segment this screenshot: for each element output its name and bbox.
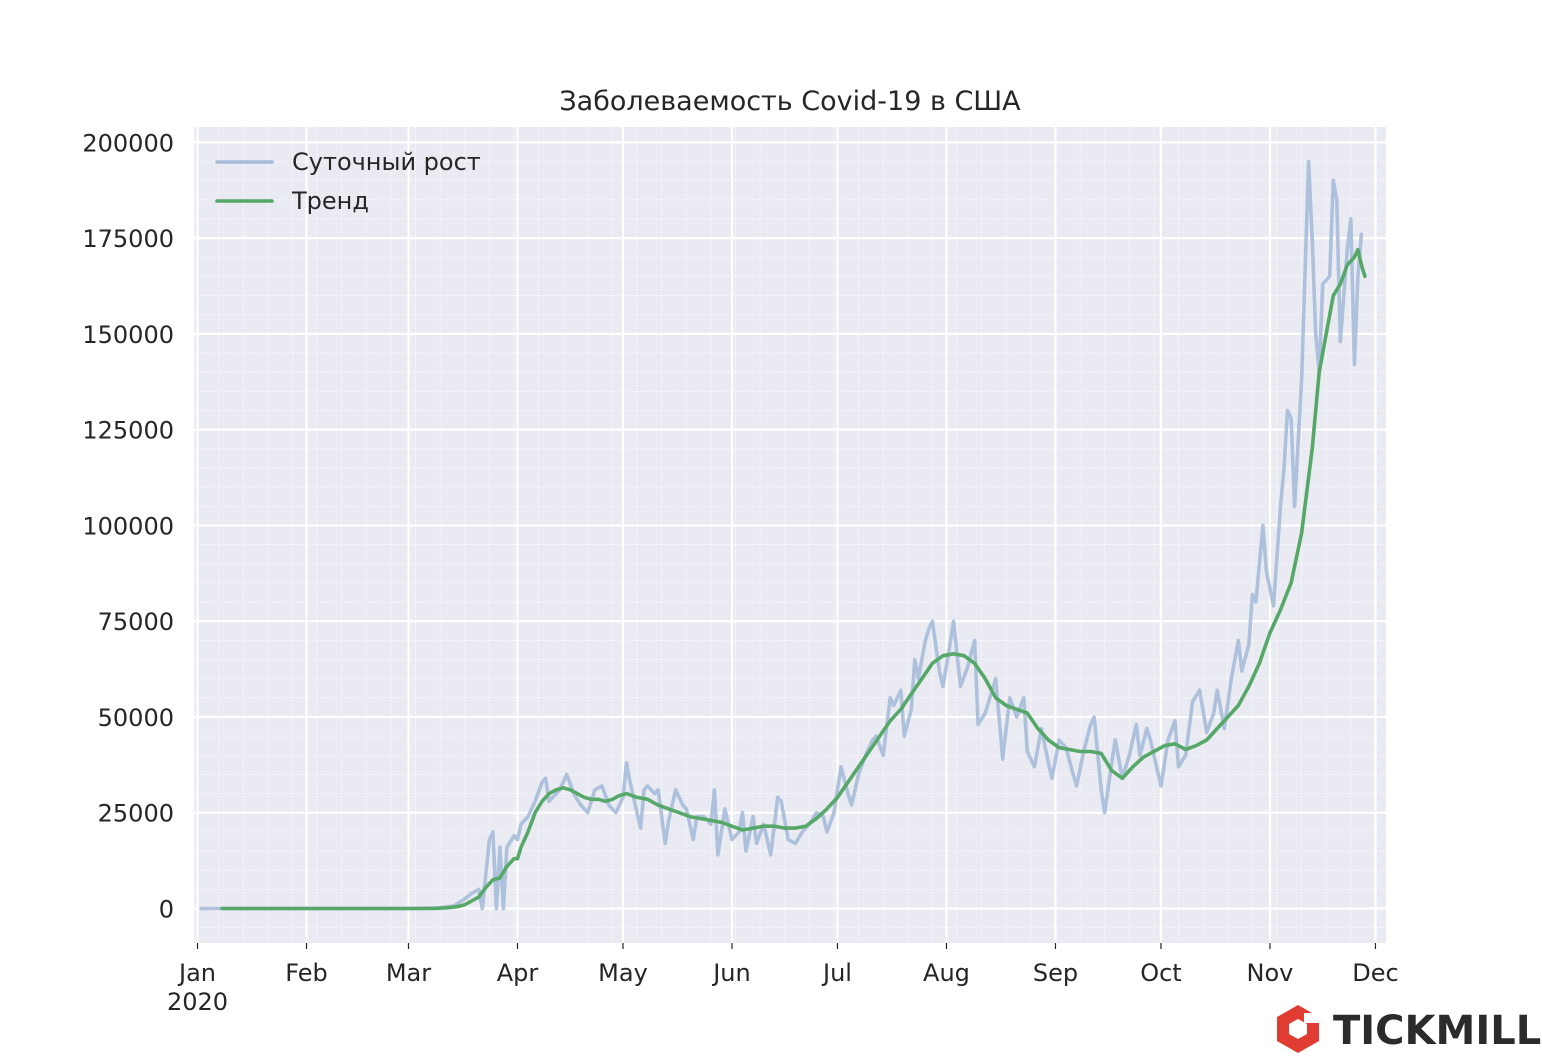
tickmill-logo: TICKMILL bbox=[1277, 1005, 1541, 1054]
x-tick-label: Sep bbox=[1033, 959, 1078, 987]
y-tick-label: 100000 bbox=[82, 512, 174, 540]
y-tick-label: 25000 bbox=[98, 800, 174, 828]
legend-label: Тренд bbox=[291, 187, 369, 215]
x-tick-sublabel: 2020 bbox=[167, 988, 228, 1016]
x-tick-label: Nov bbox=[1247, 959, 1294, 987]
logo-notch bbox=[1304, 1013, 1321, 1023]
tickmill-logo-text: TICKMILL bbox=[1333, 1008, 1541, 1054]
y-tick-label: 50000 bbox=[98, 704, 174, 732]
y-tick-label: 175000 bbox=[82, 225, 174, 253]
x-tick-label: Dec bbox=[1352, 959, 1398, 987]
plot-area bbox=[194, 127, 1386, 943]
y-tick-label: 150000 bbox=[82, 321, 174, 349]
x-tick-label: Oct bbox=[1140, 959, 1182, 987]
x-tick-label: Apr bbox=[497, 959, 539, 987]
tickmill-logo-icon bbox=[1277, 1005, 1321, 1053]
legend: Суточный рост Тренд bbox=[215, 148, 481, 215]
x-tick-label: Feb bbox=[285, 959, 328, 987]
series-layer bbox=[199, 159, 1367, 911]
x-tick-label: Jul bbox=[821, 959, 852, 987]
major-grid bbox=[194, 127, 1386, 943]
x-tick-label: Jun bbox=[711, 959, 751, 987]
y-tick-label: 200000 bbox=[82, 129, 174, 157]
chart-title: Заболеваемость Covid-19 в США bbox=[559, 86, 1021, 117]
x-tick-label: Aug bbox=[923, 959, 970, 987]
y-axis: 0 25000 50000 75000 100000 125000 150000 175000… bbox=[82, 129, 174, 923]
logo-hexagon-inner bbox=[1289, 1019, 1307, 1039]
y-tick-label: 125000 bbox=[82, 417, 174, 445]
series-line-trend bbox=[220, 247, 1367, 911]
x-tick-label: May bbox=[598, 959, 648, 987]
x-tick-label: Mar bbox=[386, 959, 431, 987]
series-line-daily bbox=[199, 159, 1364, 911]
y-tick-label: 75000 bbox=[98, 608, 174, 636]
legend-label: Суточный рост bbox=[292, 148, 481, 176]
x-tick-label: Jan bbox=[177, 959, 216, 987]
y-tick-label: 0 bbox=[159, 896, 174, 924]
